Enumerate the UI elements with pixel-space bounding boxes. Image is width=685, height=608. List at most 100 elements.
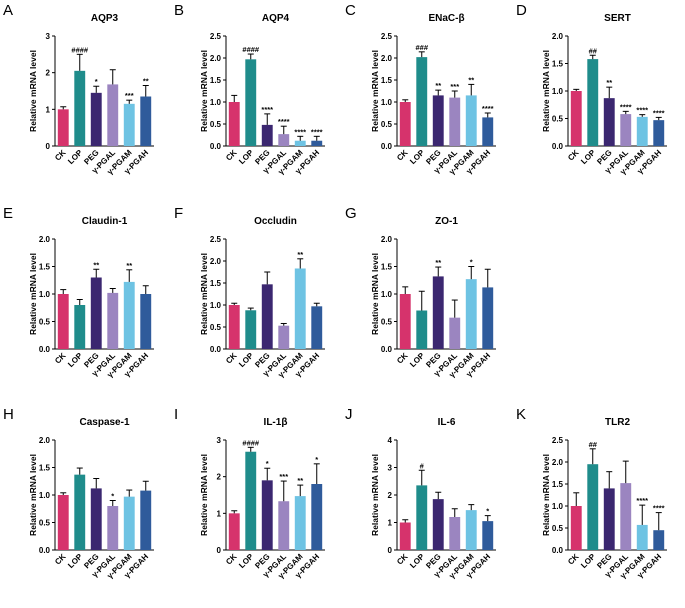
bar-pgal xyxy=(449,317,461,349)
y-tick-label: 2.0 xyxy=(210,257,222,266)
chart-panel-f: F Occludin Relative mRNA level 0.0 0.5 1.0 1.5… xyxy=(171,203,342,405)
y-tick-label: 1.0 xyxy=(552,87,564,96)
bar-pgam xyxy=(465,95,477,146)
chart-svg-f: F Occludin Relative mRNA level 0.0 0.5 1.0 1.5… xyxy=(174,205,325,379)
significance-mark: **** xyxy=(653,108,665,117)
significance-mark: ** xyxy=(93,260,99,269)
x-tick-label: LOP xyxy=(66,552,84,570)
chart-title: TLR2 xyxy=(605,417,630,428)
chart-title: ENaC-β xyxy=(428,13,464,24)
significance-mark: ** xyxy=(435,258,441,267)
chart-title: IL-1β xyxy=(264,417,288,428)
bar-pgal xyxy=(620,114,632,146)
panel-label: H xyxy=(3,406,14,423)
bar-ck xyxy=(57,495,69,550)
bar-ck xyxy=(57,294,69,349)
bar-pgah xyxy=(311,484,323,550)
bar-peg xyxy=(261,124,273,146)
bar-peg xyxy=(432,499,444,550)
significance-mark: * xyxy=(111,492,114,501)
x-tick-label: LOP xyxy=(408,351,426,369)
bar-ck xyxy=(57,109,69,146)
chart-title: IL-6 xyxy=(438,417,456,428)
y-axis-label: Relative mRNA level xyxy=(28,50,38,132)
y-tick-label: 1 xyxy=(217,509,222,518)
chart-svg-e: E Claudin-1 Relative mRNA level 0.0 0.5 1.0 1.… xyxy=(3,205,154,379)
bar-pgah xyxy=(311,140,323,146)
bar-pgam xyxy=(636,524,648,550)
chart-title: AQP3 xyxy=(91,13,119,24)
y-tick-label: 1.5 xyxy=(39,464,51,473)
bar-lop xyxy=(245,59,257,146)
bar-pgal xyxy=(107,84,119,146)
bar-pgam xyxy=(465,279,477,349)
y-axis-label: Relative mRNA level xyxy=(199,50,209,132)
chart-panel-e: E Claudin-1 Relative mRNA level 0.0 0.5 1.0 1.… xyxy=(0,203,171,405)
y-tick-label: 0.0 xyxy=(39,546,51,555)
significance-mark: * xyxy=(470,258,473,267)
y-axis-label: Relative mRNA level xyxy=(541,454,551,536)
y-tick-label: 0.5 xyxy=(210,323,222,332)
bar-pgal xyxy=(278,325,290,349)
y-tick-label: 0 xyxy=(217,546,222,555)
significance-mark: ** xyxy=(126,261,132,270)
chart-title: Caspase-1 xyxy=(79,417,129,428)
bar-lop xyxy=(245,451,257,550)
y-tick-label: 0.0 xyxy=(381,345,393,354)
bar-lop xyxy=(74,305,86,349)
y-tick-label: 1.5 xyxy=(39,263,51,272)
x-tick-label: LOP xyxy=(408,148,426,166)
y-tick-label: 2.5 xyxy=(381,32,393,41)
panel-label: I xyxy=(174,406,178,423)
bar-pgam xyxy=(123,496,135,550)
y-tick-label: 2.0 xyxy=(381,235,393,244)
y-tick-label: 0.5 xyxy=(552,115,564,124)
y-tick-label: 0 xyxy=(388,546,393,555)
y-tick-label: 1.5 xyxy=(552,480,564,489)
x-tick-label: LOP xyxy=(579,148,597,166)
y-tick-label: 3 xyxy=(217,436,222,445)
chart-title: Occludin xyxy=(254,216,297,227)
y-tick-label: 2.0 xyxy=(39,436,51,445)
bar-lop xyxy=(74,474,86,550)
bar-pgam xyxy=(294,496,306,550)
chart-panel-b: B AQP4 Relative mRNA level 0.0 0.5 1.0 1.5 2.0 2… xyxy=(171,0,342,202)
bar-pgah xyxy=(140,490,152,550)
bar-pgah xyxy=(653,120,665,146)
bar-peg xyxy=(261,284,273,349)
panel-label: F xyxy=(174,205,183,222)
chart-panel-c: C ENaC-β Relative mRNA level 0.0 0.5 1.0 1.5 2.… xyxy=(342,0,513,202)
bar-pgal xyxy=(449,97,461,146)
y-tick-label: 1.0 xyxy=(381,98,393,107)
bar-pgal xyxy=(107,506,119,550)
panel-label: K xyxy=(516,406,526,423)
significance-mark: ** xyxy=(468,75,474,84)
chart-panel-g: G ZO-1 Relative mRNA level 0.0 0.5 1.0 1.5 2.0 C… xyxy=(342,203,513,405)
significance-mark: * xyxy=(486,507,489,516)
x-tick-label: LOP xyxy=(237,351,255,369)
significance-mark: ** xyxy=(435,81,441,90)
x-tick-label: LOP xyxy=(66,148,84,166)
chart-panel-i: I IL-1β Relative mRNA level 0 1 2 3 CK #### LOP * P… xyxy=(171,404,342,606)
bar-pgam xyxy=(636,116,648,146)
y-tick-label: 0.0 xyxy=(210,142,222,151)
y-tick-label: 1.0 xyxy=(39,491,51,500)
x-tick-label: LOP xyxy=(408,552,426,570)
y-tick-label: 2 xyxy=(388,491,393,500)
bar-peg xyxy=(603,98,615,146)
significance-mark: **** xyxy=(482,104,494,113)
bar-peg xyxy=(90,277,102,349)
significance-mark: **** xyxy=(311,127,323,136)
chart-svg-h: H Caspase-1 Relative mRNA level 0.0 0.5 1.0 1.… xyxy=(3,406,154,580)
significance-mark: ** xyxy=(297,250,303,259)
y-tick-label: 1.0 xyxy=(552,502,564,511)
bar-lop xyxy=(587,59,599,146)
y-tick-label: 1.0 xyxy=(381,290,393,299)
y-tick-label: 1.5 xyxy=(552,60,564,69)
bar-pgah xyxy=(140,96,152,146)
bar-ck xyxy=(399,294,411,349)
y-tick-label: 2.0 xyxy=(381,54,393,63)
bar-pgal xyxy=(107,292,119,349)
